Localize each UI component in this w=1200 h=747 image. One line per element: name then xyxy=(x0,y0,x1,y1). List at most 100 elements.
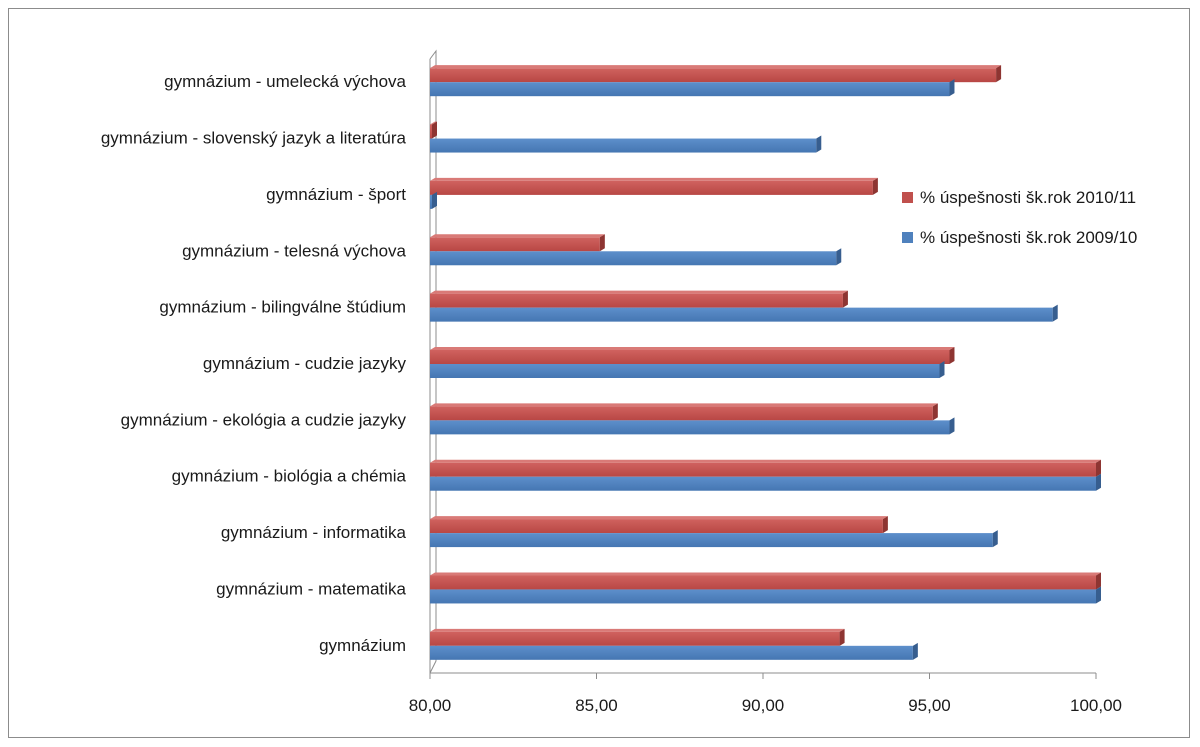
bar-front xyxy=(430,350,950,364)
bar-series2 xyxy=(430,642,918,660)
category-label: gymnázium - informatika xyxy=(221,523,407,542)
bar-front xyxy=(430,138,817,153)
bar-series1 xyxy=(430,65,1002,83)
bar-side xyxy=(816,135,822,153)
bar-top xyxy=(430,121,437,125)
bar-series1 xyxy=(430,628,845,646)
bar-front xyxy=(430,631,840,646)
legend-swatch xyxy=(902,192,913,203)
bar-side xyxy=(432,121,437,139)
category-label: gymnázium - matematika xyxy=(216,579,406,598)
bar-top xyxy=(430,628,845,632)
bar-series2 xyxy=(430,191,437,209)
bar-front xyxy=(430,589,1096,604)
bar-front xyxy=(430,237,600,252)
bar-side xyxy=(839,628,845,646)
category-label: gymnázium - biológia a chémia xyxy=(172,467,407,486)
legend-swatch xyxy=(902,232,913,243)
bar-side xyxy=(949,79,955,97)
bar-side xyxy=(872,177,878,195)
bar-front xyxy=(430,519,883,534)
bar-front xyxy=(430,533,993,548)
bar-series1 xyxy=(430,572,1101,590)
bar-side xyxy=(949,347,955,364)
bar-front xyxy=(430,307,1053,322)
bar-side xyxy=(1096,473,1101,491)
bar-side xyxy=(939,361,945,378)
bar-series2 xyxy=(430,135,822,153)
bar-series2 xyxy=(430,530,998,548)
bar-top xyxy=(430,516,888,520)
x-tick-label: 85,00 xyxy=(575,696,618,715)
bar-front xyxy=(430,293,843,308)
bar-chart: gymnázium - umelecká výchova gymnázium - … xyxy=(101,49,1137,715)
bar-series2 xyxy=(430,586,1101,604)
x-tick-label: 95,00 xyxy=(908,696,951,715)
bar-front xyxy=(430,420,950,435)
bar-side xyxy=(432,191,437,209)
bar-side xyxy=(882,516,888,534)
chart-frame: gymnázium - umelecká výchova gymnázium - … xyxy=(8,8,1190,738)
bar-front xyxy=(430,406,933,421)
bar-top xyxy=(430,459,1101,463)
category-labels: gymnázium - umelecká výchova gymnázium - … xyxy=(101,72,407,655)
bar-top xyxy=(430,572,1101,576)
bar-front xyxy=(430,68,997,83)
category-label: gymnázium - umelecká výchova xyxy=(164,72,406,91)
bar-series1 xyxy=(430,121,437,139)
x-tick-label: 80,00 xyxy=(409,696,452,715)
x-tick-label: 90,00 xyxy=(742,696,785,715)
category-label: gymnázium - ekológia a cudzie jazyky xyxy=(121,410,407,429)
legend-label: % úspešnosti šk.rok 2009/10 xyxy=(920,228,1137,247)
bar-series1 xyxy=(430,177,878,195)
bar-series1 xyxy=(430,403,938,421)
bar-side xyxy=(932,403,938,421)
category-label: gymnázium - slovenský jazyk a literatúra xyxy=(101,129,407,148)
bar-front xyxy=(430,180,873,195)
bar-series2 xyxy=(430,248,842,266)
bar-top xyxy=(430,234,605,238)
bar-top xyxy=(430,347,955,350)
category-label: gymnázium - šport xyxy=(266,185,406,204)
bar-series2 xyxy=(430,417,955,435)
bar-side xyxy=(1096,459,1101,477)
bar-side xyxy=(1052,304,1058,322)
bar-top xyxy=(430,65,1002,69)
x-tick-labels: 80,00 85,00 90,00 95,00 100,00 xyxy=(409,696,1122,715)
category-label: gymnázium - bilingválne štúdium xyxy=(159,298,406,317)
bar-side xyxy=(842,290,848,308)
bar-side xyxy=(992,530,998,548)
bar-series1 xyxy=(430,290,848,308)
bar-series2 xyxy=(430,473,1101,491)
bar-series2 xyxy=(430,79,955,97)
category-label: gymnázium - cudzie jazyky xyxy=(203,354,407,373)
bar-side xyxy=(912,642,918,660)
bar-side xyxy=(949,417,955,435)
bar-front xyxy=(430,462,1096,477)
bar-front xyxy=(430,575,1096,590)
bar-series1 xyxy=(430,347,955,364)
bar-side xyxy=(1096,572,1101,590)
bar-side xyxy=(1096,586,1101,604)
bar-front xyxy=(430,82,950,97)
bar-series2 xyxy=(430,361,945,378)
bar-series1 xyxy=(430,234,605,252)
category-label: gymnázium - telesná výchova xyxy=(182,241,406,260)
bar-front xyxy=(430,476,1096,491)
legend-label: % úspešnosti šk.rok 2010/11 xyxy=(920,188,1136,207)
bar-top xyxy=(430,290,848,294)
bar-series2 xyxy=(430,304,1058,322)
bar-side xyxy=(996,65,1002,83)
bar-series1 xyxy=(430,459,1101,477)
bar-side xyxy=(599,234,605,252)
bar-front xyxy=(430,194,432,209)
bar-front xyxy=(430,645,913,660)
bar-top xyxy=(430,177,878,181)
bar-top xyxy=(430,403,938,407)
bar-front xyxy=(430,364,940,378)
category-label: gymnázium xyxy=(319,636,406,655)
legend: % úspešnosti šk.rok 2010/11 % úspešnosti … xyxy=(902,188,1137,247)
bar-side xyxy=(836,248,842,266)
bar-front xyxy=(430,251,837,266)
bars-layer xyxy=(430,65,1101,660)
